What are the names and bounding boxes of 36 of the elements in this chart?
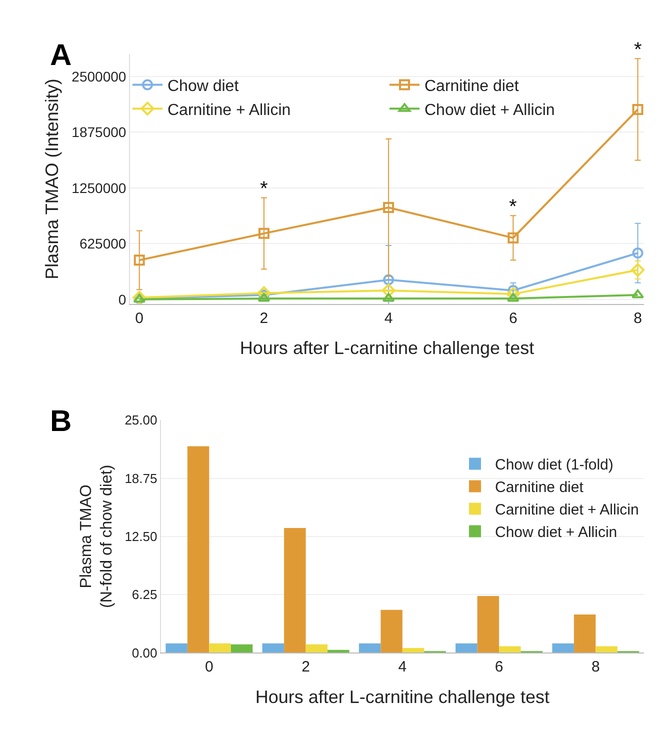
x-tick-label: 2 <box>302 658 310 676</box>
x-tick-label: 4 <box>398 658 407 676</box>
annotation: * <box>634 39 642 61</box>
y-tick-label: 6.25 <box>132 587 158 602</box>
x-tick-label: 8 <box>634 310 642 327</box>
annotation: * <box>260 178 268 200</box>
legend-label: Carnitine diet + Allicin <box>495 502 639 519</box>
y-tick-label: 18.75 <box>124 470 158 486</box>
x-tick-label: 4 <box>384 310 393 327</box>
legend-label: Chow diet (1-fold) <box>495 456 614 474</box>
x-tick-label: 8 <box>592 658 600 676</box>
x-tick-label: 6 <box>508 310 518 327</box>
x-axis-title: Hours after L-carnitine challenge test <box>255 686 550 707</box>
legend-label: Chow diet + Allicin <box>424 102 555 119</box>
legend-label: Carnitine + Allicin <box>168 102 291 119</box>
y-tick-label: 0.00 <box>132 645 158 660</box>
legend-label: Carnitine diet <box>424 78 520 96</box>
y-tick-label: 2500000 <box>72 68 126 84</box>
legend-label: Chow diet + Allicin <box>495 524 618 542</box>
y-tick-label: 625000 <box>79 236 126 252</box>
y-tick-label: 25.00 <box>124 412 158 428</box>
x-tick-label: 6 <box>494 658 504 676</box>
y-tick-label: 0 <box>118 291 126 308</box>
x-tick-label: 2 <box>260 310 268 327</box>
y-tick-label: 1250000 <box>72 180 126 196</box>
y-tick-label: 1875000 <box>72 124 126 140</box>
chart-title: B <box>50 405 72 438</box>
y-axis-title: Plasma TMAO (Intensity) <box>42 78 62 280</box>
x-tick-label: 0 <box>204 658 214 676</box>
y-tick-label: 12.50 <box>124 528 158 544</box>
legend-label: Carnitine diet <box>495 479 584 496</box>
annotation: * <box>509 196 517 218</box>
x-axis-title: Hours after L-carnitine challenge test <box>240 338 534 358</box>
y-axis-title: Plasma TMAO (N-fold of chow diet) <box>78 464 116 608</box>
legend-label: Chow diet <box>168 78 240 96</box>
chart-title: A <box>50 39 72 72</box>
